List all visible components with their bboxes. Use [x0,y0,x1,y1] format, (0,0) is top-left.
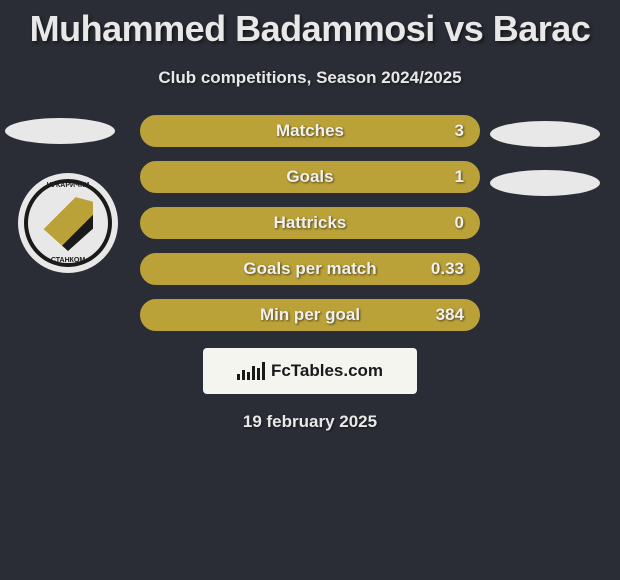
club-ring-text-top: ЧУКАРИЧКИ [47,182,90,189]
stat-label: Goals [286,167,333,187]
subtitle: Club competitions, Season 2024/2025 [0,68,620,88]
stat-label: Matches [276,121,344,141]
stat-label: Min per goal [260,305,360,325]
chart-icon [237,362,265,380]
stat-value: 3 [455,121,464,141]
club-ring-text-bottom: СТАНКОМ [51,257,85,264]
stat-row: Matches 3 [140,115,480,147]
stat-value: 1 [455,167,464,187]
page-title: Muhammed Badammosi vs Barac [0,0,620,50]
club-shield-icon [43,195,93,251]
stat-label: Hattricks [274,213,347,233]
stat-value: 384 [436,305,464,325]
stats-container: Matches 3 Goals 1 Hattricks 0 Goals per match 0… [140,115,480,331]
stat-row: Goals per match 0.33 [140,253,480,285]
footer-date: 19 february 2025 [0,412,620,432]
content-area: ЧУКАРИЧКИ СТАНКОМ Matches 3 Goals 1 Hattrick… [0,118,620,334]
player-right-oval-2 [490,170,600,196]
player-left-oval [5,118,115,144]
fctables-badge[interactable]: FcTables.com [203,348,417,394]
stat-row: Hattricks 0 [140,207,480,239]
player-right-oval-1 [490,121,600,147]
stat-value: 0.33 [431,259,464,279]
club-logo: ЧУКАРИЧКИ СТАНКОМ [18,173,118,273]
stat-row: Min per goal 384 [140,299,480,331]
stat-value: 0 [455,213,464,233]
fctables-text: FcTables.com [271,361,383,381]
stat-row: Goals 1 [140,161,480,193]
stat-label: Goals per match [243,259,376,279]
